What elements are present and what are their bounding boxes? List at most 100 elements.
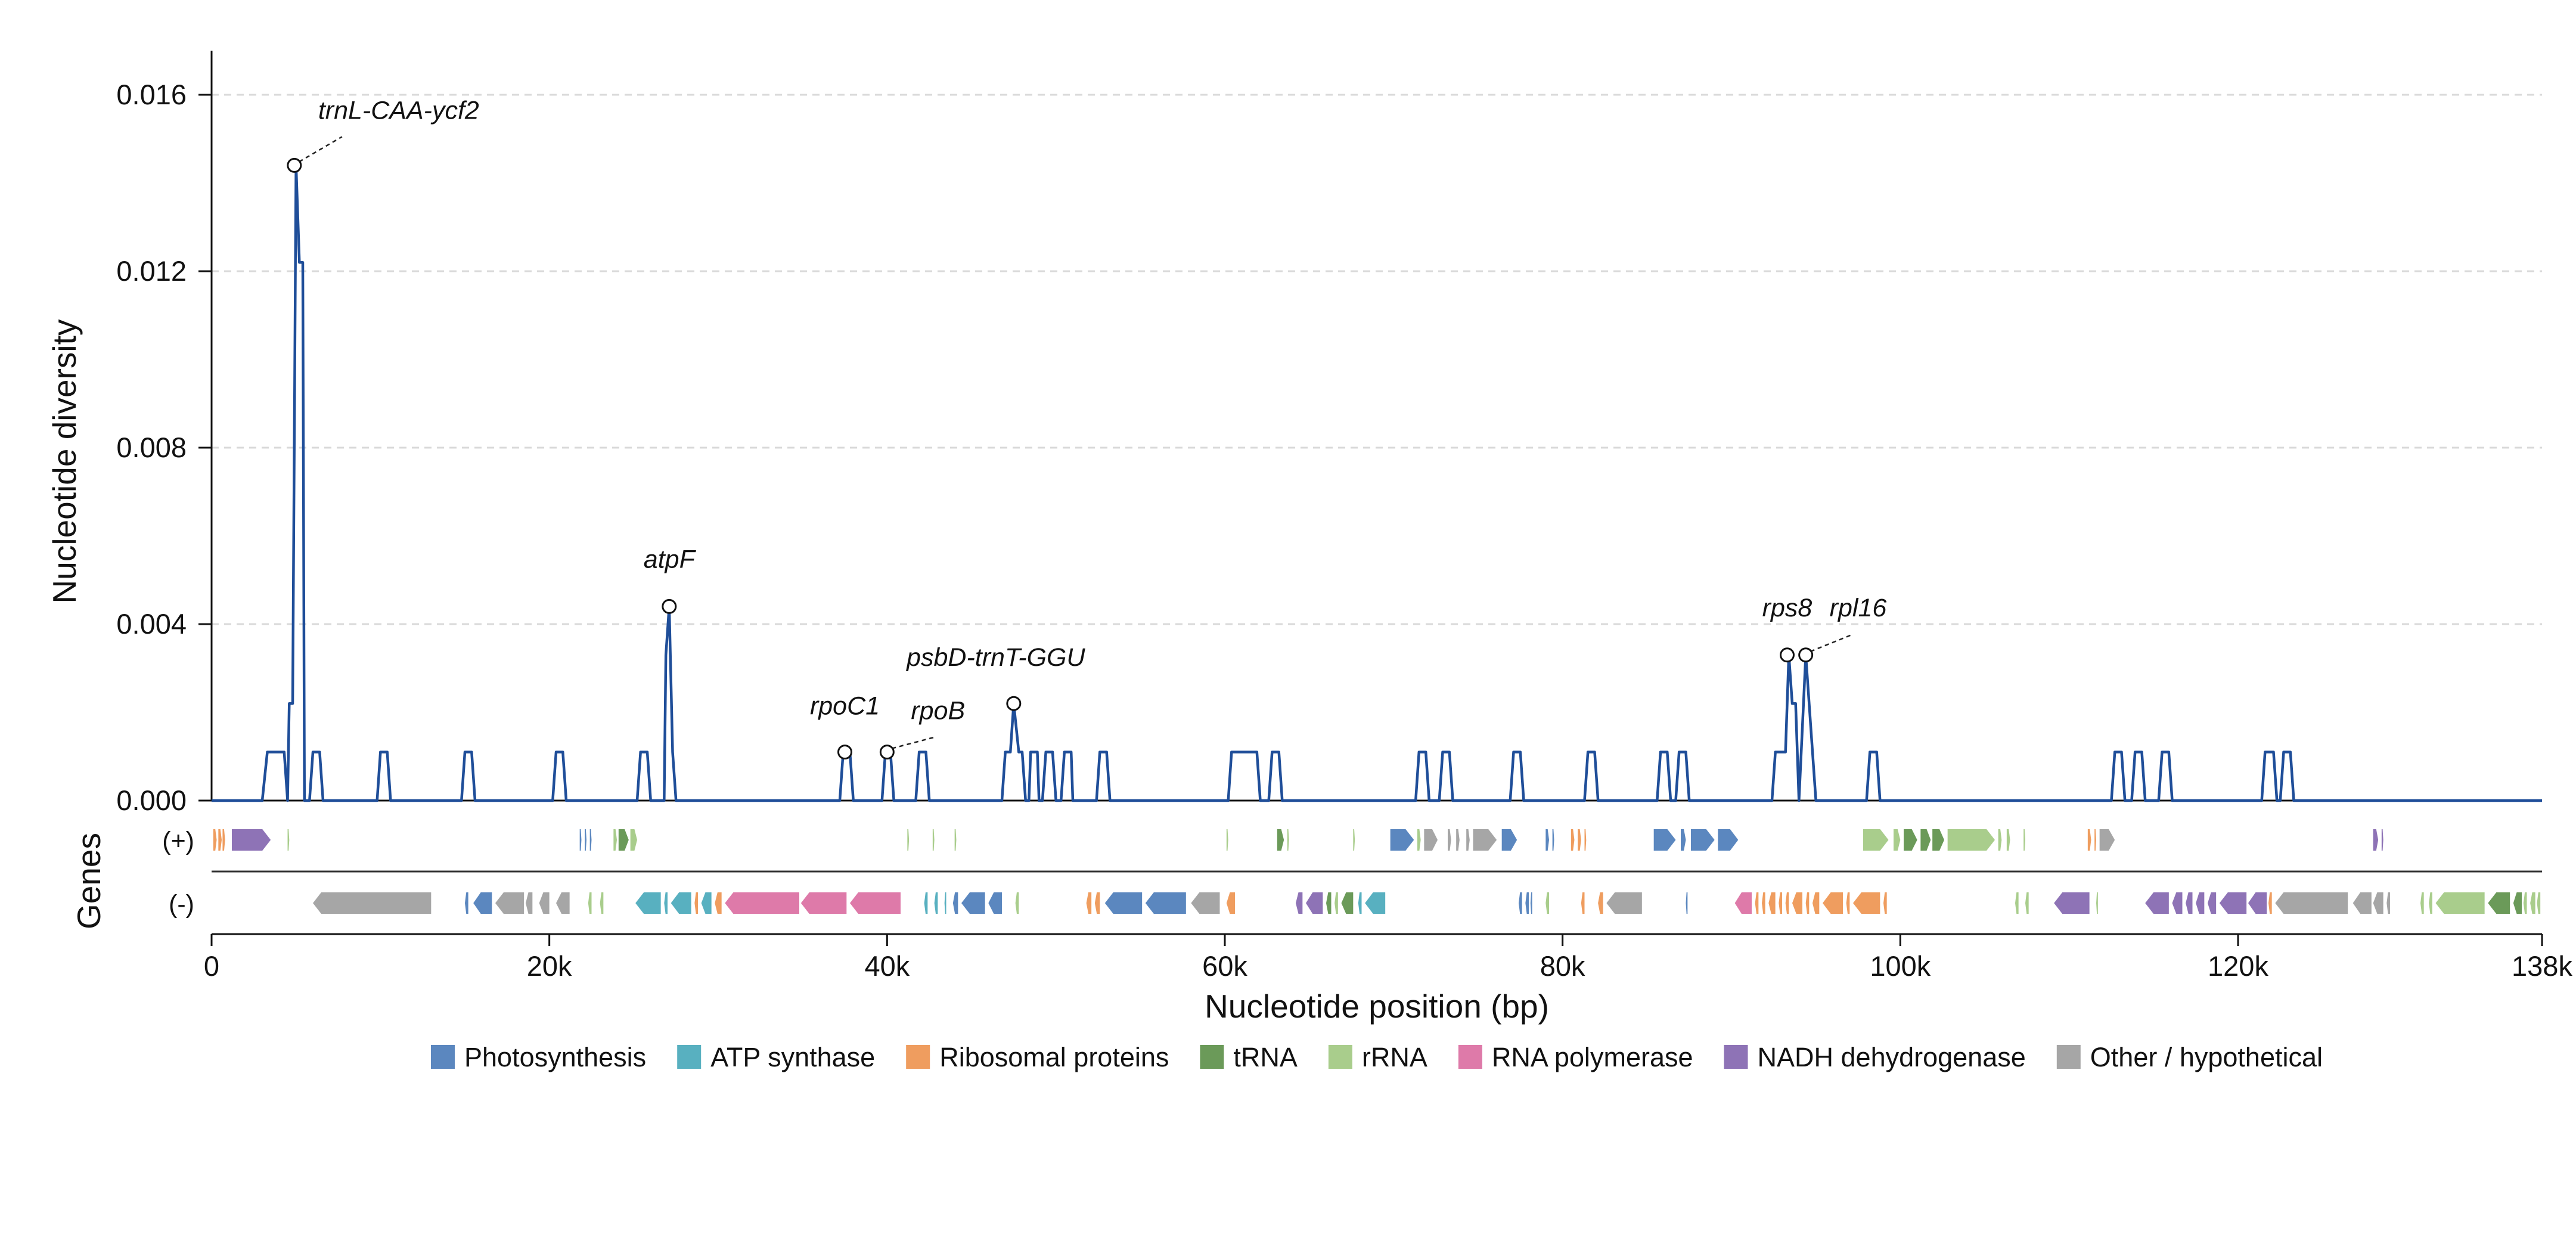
legend-label: rRNA <box>1362 1042 1427 1072</box>
gene-minus <box>2054 892 2090 914</box>
legend-swatch <box>906 1045 930 1069</box>
gene-plus <box>1932 829 1944 851</box>
gene-minus <box>2172 892 2183 914</box>
gene-plus <box>222 829 225 851</box>
gene-plus <box>1456 829 1460 851</box>
gene-minus <box>539 892 550 914</box>
gene-plus <box>1947 829 1995 851</box>
gene-minus <box>1086 892 1092 914</box>
gene-minus <box>961 892 985 914</box>
y-tick-label: 0.016 <box>116 79 187 110</box>
gene-plus <box>1424 829 1438 851</box>
legend-label: RNA polymerase <box>1492 1042 1693 1072</box>
gene-minus <box>1598 892 1603 914</box>
y-axis-title: Nucleotide diversity <box>46 319 83 603</box>
gene-minus <box>2219 892 2247 914</box>
gene-minus <box>1341 892 1354 914</box>
legend-swatch <box>1200 1045 1224 1069</box>
peak-marker <box>837 745 852 760</box>
gene-minus <box>988 892 1002 914</box>
legend-item: Other / hypothetical <box>2056 1042 2323 1072</box>
x-tick-label: 120k <box>2208 950 2268 982</box>
gene-plus <box>589 829 592 851</box>
peak-label: rpl16 <box>1830 594 1887 622</box>
gridlines <box>212 94 2542 625</box>
gene-plus <box>1584 829 1587 851</box>
gene-minus <box>1334 892 1338 914</box>
x-axis-title: Nucleotide position (bp) <box>1205 988 1549 1025</box>
y-tick-label: 0.012 <box>116 255 187 287</box>
gene-minus <box>1226 892 1235 914</box>
annotation-leader <box>1810 633 1854 652</box>
gene-minus <box>2513 892 2522 914</box>
x-tick-label: 100k <box>1870 950 1931 982</box>
legend-item: NADH dehydrogenase <box>1724 1042 2026 1072</box>
gene-minus <box>952 892 958 914</box>
gene-plus <box>579 829 582 851</box>
gene-minus <box>934 892 938 914</box>
peak-label: rpoC1 <box>810 692 880 721</box>
gene-minus <box>600 892 604 914</box>
legend-swatch <box>677 1045 702 1069</box>
gene-plus <box>1691 829 1715 851</box>
legend-item: Photosynthesis <box>431 1042 646 1072</box>
gene-minus <box>800 892 847 914</box>
gene-plus <box>232 829 271 851</box>
gene-minus <box>2248 892 2267 914</box>
legend-label: NADH dehydrogenase <box>1758 1042 2026 1072</box>
legend: Photosynthesis ATP synthase Ribosomal prot… <box>431 1042 2323 1072</box>
peak-marker <box>1798 647 1814 663</box>
gene-minus <box>1358 892 1362 914</box>
x-tick-label: 0 <box>204 950 219 982</box>
annotation-leader <box>892 736 935 749</box>
gene-plus <box>1718 829 1739 851</box>
gene-plus <box>613 829 617 851</box>
gene-plus <box>2094 829 2096 851</box>
gene-minus <box>635 892 661 914</box>
gene-minus <box>850 892 901 914</box>
gene-plus <box>2023 829 2025 851</box>
legend-label: Other / hypothetical <box>2090 1042 2323 1072</box>
legend-swatch <box>1328 1045 1352 1069</box>
gene-minus <box>1191 892 1220 914</box>
gene-minus <box>1686 892 1688 914</box>
gene-minus <box>2275 892 2348 914</box>
gene-track: Genes (+) (-) <box>70 827 2542 935</box>
gene-minus <box>671 892 691 914</box>
gene-minus <box>526 892 533 914</box>
gene-minus <box>2373 892 2383 914</box>
gene-minus <box>1365 892 1386 914</box>
gene-minus <box>1094 892 1100 914</box>
gene-minus <box>1823 892 1843 914</box>
gene-minus <box>1792 892 1802 914</box>
gene-minus <box>725 892 799 914</box>
gene-plus <box>585 829 586 851</box>
gene-minus <box>2196 892 2205 914</box>
gene-minus <box>664 892 668 914</box>
gene-minus <box>1734 892 1752 914</box>
peak-marker <box>1006 696 1022 711</box>
gene-plus <box>1681 829 1686 851</box>
gene-minus <box>556 892 570 914</box>
gene-minus <box>1755 892 1759 914</box>
diversity-series-line <box>212 164 2542 802</box>
y-tick-label: 0.008 <box>116 432 187 463</box>
gene-minus <box>2145 892 2169 914</box>
gene-plus <box>932 829 935 851</box>
y-tick-label: 0.000 <box>116 784 187 816</box>
legend-item: ATP synthase <box>677 1042 875 1072</box>
gene-minus <box>2352 892 2372 914</box>
gene-minus <box>715 892 722 914</box>
gene-minus <box>1145 892 1186 914</box>
gene-minus <box>2435 892 2485 914</box>
gene-minus <box>2488 892 2510 914</box>
gene-track-title: Genes <box>70 833 107 929</box>
peak-label: trnL-CAA-ycf2 <box>318 96 479 125</box>
peak-marker <box>1780 647 1795 663</box>
gene-minus <box>1581 892 1585 914</box>
gene-minus <box>2537 892 2541 914</box>
gene-plus <box>287 829 290 851</box>
gene-minus <box>1768 892 1776 914</box>
